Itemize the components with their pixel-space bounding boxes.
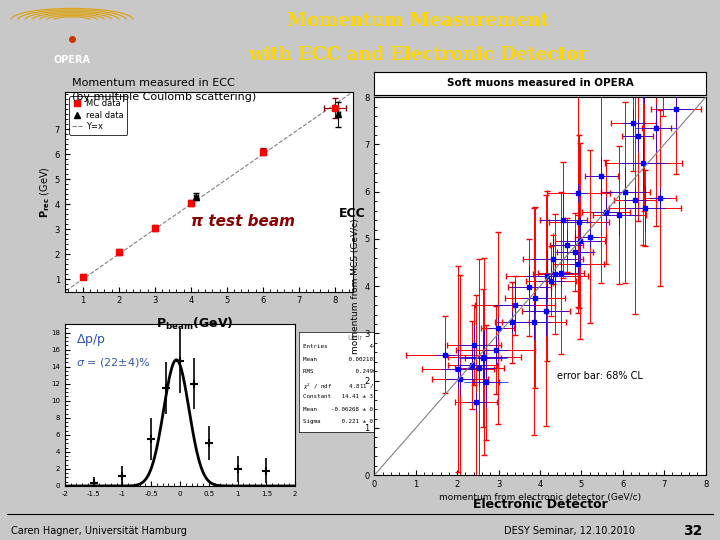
Text: Sigma      0.221 ± 0.042: Sigma 0.221 ± 0.042 (303, 419, 387, 424)
MC data (78, 273, 87, 280)
MC data (258, 148, 267, 155)
Text: $\sigma$ = (22$\pm$4)%: $\sigma$ = (22$\pm$4)% (76, 356, 151, 369)
Text: Soft muons measured in OPERA: Soft muons measured in OPERA (446, 78, 634, 88)
MC data (150, 225, 159, 231)
Text: π test beam: π test beam (192, 214, 295, 229)
MC data (186, 200, 195, 206)
Text: Entries            44: Entries 44 (303, 344, 377, 349)
Text: Mean    -0.06268 ± 0.08669: Mean -0.06268 ± 0.08669 (303, 407, 395, 411)
Text: Momentum measured in ECC: Momentum measured in ECC (72, 78, 235, 89)
Text: $\Delta$p/p: $\Delta$p/p (76, 332, 107, 348)
Text: $\chi^2$ / ndf     4.811 / 4: $\chi^2$ / ndf 4.811 / 4 (303, 382, 382, 392)
Legend: MC data, real data, Y=x: MC data, real data, Y=x (69, 96, 127, 134)
Line: real data: real data (194, 111, 341, 199)
Text: RMS            0.2490: RMS 0.2490 (303, 369, 377, 374)
Line: MC data: MC data (79, 105, 338, 280)
Text: Momentum Measurement: Momentum Measurement (287, 12, 549, 30)
Text: $\mathbf{P_{beam}(GeV)}$: $\mathbf{P_{beam}(GeV)}$ (156, 316, 233, 332)
real data (192, 193, 200, 200)
MC data (114, 248, 123, 255)
Text: ECC: ECC (338, 207, 365, 220)
Text: 32: 32 (683, 524, 702, 538)
Y-axis label: momentum from MCS (GeV/c): momentum from MCS (GeV/c) (351, 218, 360, 354)
MC data (330, 105, 339, 111)
Text: DESY Seminar, 12.10.2010: DESY Seminar, 12.10.2010 (504, 526, 635, 536)
Text: OPERA: OPERA (53, 55, 91, 65)
Text: Constant   14.41 ± 3.28: Constant 14.41 ± 3.28 (303, 394, 384, 399)
Text: Caren Hagner, Universität Hamburg: Caren Hagner, Universität Hamburg (11, 526, 186, 536)
Text: (by multiple Coulomb scattering): (by multiple Coulomb scattering) (72, 92, 256, 102)
Text: Electronic Detector: Electronic Detector (472, 498, 608, 511)
Text: UHlr: UHlr (347, 335, 362, 341)
Text: error bar: 68% CL: error bar: 68% CL (557, 370, 642, 381)
Y-axis label: $\mathbf{P_{rec}}$ (GeV): $\mathbf{P_{rec}}$ (GeV) (38, 166, 52, 218)
Text: Mean         0.002102: Mean 0.002102 (303, 356, 377, 362)
X-axis label: momentum from electronic detector (GeV/c): momentum from electronic detector (GeV/c… (439, 493, 641, 502)
real data (334, 111, 343, 118)
Text: with ECC and Electronic Detector: with ECC and Electronic Detector (248, 46, 588, 64)
